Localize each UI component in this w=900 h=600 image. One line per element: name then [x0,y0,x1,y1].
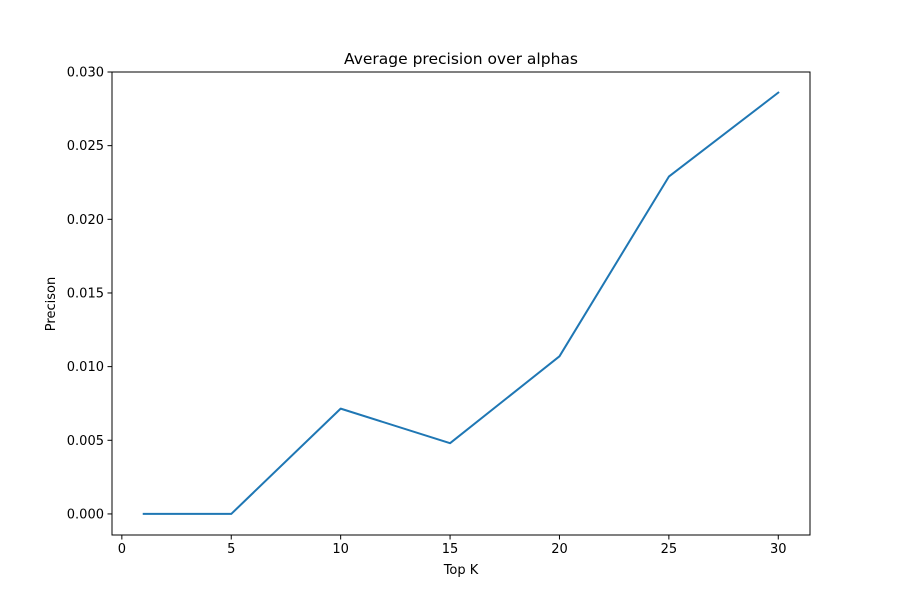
plot-area: 0 5 10 15 20 25 30 0.0000.0050.0100.0150.0200.… [67,66,811,557]
x-tick-label: 15 [442,542,459,557]
y-tick-label: 0.010 [67,360,104,375]
plot-frame [111,71,811,536]
y-tick-label: 0.015 [67,286,104,301]
x-axis-ticks: 0 5 10 15 20 25 30 [118,535,787,557]
x-tick-label: 0 [118,542,126,557]
y-axis-label: Precison [44,277,59,331]
x-tick-label: 30 [770,542,787,557]
y-tick-label: 0.020 [67,213,104,228]
x-tick-label: 20 [551,542,568,557]
y-tick-label: 0.000 [67,507,104,522]
x-tick-label: 25 [661,542,678,557]
x-tick-label: 5 [227,542,235,557]
x-axis-label: Top K [443,563,479,578]
series-layer [142,91,780,515]
y-tick-label: 0.030 [67,66,104,81]
y-axis-ticks: 0.000 0.005 0.010 0.015 0.020 0.025 0.030 [67,66,112,522]
series-line [142,91,780,515]
y-tick-label: 0.025 [67,139,104,154]
x-tick-label: 10 [332,542,349,557]
y-tick-label: 0.005 [67,434,104,449]
chart-title: Average precision over alphas [344,50,578,68]
